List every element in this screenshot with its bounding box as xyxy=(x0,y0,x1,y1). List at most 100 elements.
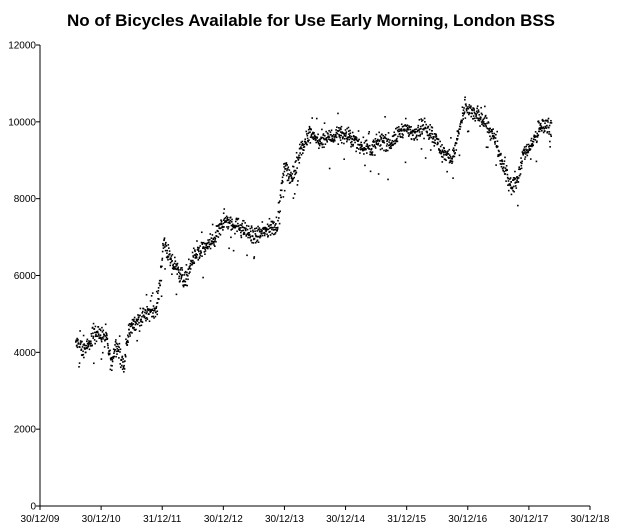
data-point xyxy=(442,151,445,154)
data-point xyxy=(421,124,424,127)
data-point xyxy=(169,264,172,267)
data-point xyxy=(370,151,373,154)
data-point xyxy=(485,117,488,119)
data-point xyxy=(350,141,352,144)
data-point xyxy=(115,355,117,358)
data-point xyxy=(251,227,253,229)
data-point xyxy=(112,357,115,359)
data-point xyxy=(391,141,393,144)
data-point xyxy=(424,126,427,129)
data-point xyxy=(203,247,205,249)
data-point xyxy=(406,126,409,129)
data-point xyxy=(323,122,326,124)
data-point xyxy=(309,136,312,138)
data-point xyxy=(353,139,356,141)
data-point xyxy=(405,129,407,132)
data-point xyxy=(526,143,528,146)
data-point xyxy=(453,150,455,153)
data-point xyxy=(463,111,466,113)
y-tick-label: 10000 xyxy=(8,117,36,128)
data-point xyxy=(518,168,520,171)
data-point xyxy=(522,149,525,152)
data-point xyxy=(115,345,118,348)
x-tick-label: 30/12/16 xyxy=(448,514,487,525)
data-point xyxy=(211,240,213,242)
data-point xyxy=(104,338,106,341)
data-point xyxy=(284,165,287,167)
data-point xyxy=(269,230,271,233)
data-point xyxy=(388,147,391,149)
data-point xyxy=(456,139,458,141)
data-point xyxy=(379,135,382,137)
data-point xyxy=(464,117,467,119)
data-point xyxy=(305,142,307,144)
data-point xyxy=(416,134,418,137)
data-point xyxy=(178,281,181,283)
data-point xyxy=(283,166,285,168)
data-point xyxy=(106,334,108,337)
data-point xyxy=(440,152,443,155)
data-point xyxy=(115,342,118,345)
data-point xyxy=(281,179,284,182)
data-point xyxy=(518,174,521,177)
data-point xyxy=(219,223,222,226)
data-point xyxy=(129,325,132,328)
data-point xyxy=(140,324,143,327)
data-point xyxy=(499,154,502,156)
data-point xyxy=(470,115,473,118)
data-point xyxy=(94,335,97,338)
data-point xyxy=(165,245,168,247)
data-point xyxy=(183,274,186,276)
data-point xyxy=(432,137,435,140)
data-point xyxy=(150,295,153,297)
data-point xyxy=(181,269,184,271)
data-point xyxy=(192,255,194,257)
data-point xyxy=(378,139,381,142)
data-point xyxy=(502,166,505,169)
data-point xyxy=(288,177,290,179)
data-point xyxy=(294,161,297,163)
data-point xyxy=(497,149,500,152)
data-point xyxy=(394,139,396,142)
data-point xyxy=(275,223,277,225)
data-point xyxy=(147,308,149,310)
data-point xyxy=(272,233,275,236)
data-point xyxy=(429,149,432,151)
data-point xyxy=(347,130,350,132)
data-point xyxy=(358,138,360,141)
data-point xyxy=(408,125,410,127)
data-point xyxy=(92,337,95,339)
data-point xyxy=(461,106,464,109)
data-point xyxy=(304,140,307,143)
data-point xyxy=(343,134,346,137)
data-point xyxy=(532,144,535,147)
data-point xyxy=(385,145,388,147)
data-point xyxy=(120,359,123,362)
data-point xyxy=(531,140,534,143)
data-point xyxy=(165,241,167,244)
data-point xyxy=(88,343,90,345)
data-point xyxy=(254,227,256,230)
data-point xyxy=(110,356,113,359)
data-point xyxy=(152,315,155,318)
data-point xyxy=(445,159,447,162)
data-point xyxy=(399,135,401,138)
data-point xyxy=(274,231,277,234)
data-point xyxy=(384,134,387,136)
data-point xyxy=(496,130,498,133)
data-point xyxy=(289,181,292,184)
data-point xyxy=(246,254,248,257)
data-point xyxy=(416,130,419,133)
data-point xyxy=(380,136,383,139)
data-point xyxy=(519,168,522,170)
data-point xyxy=(252,238,255,241)
data-point xyxy=(241,229,243,232)
data-point xyxy=(420,127,422,130)
data-point xyxy=(245,235,248,237)
data-point xyxy=(196,253,199,256)
data-point xyxy=(308,125,311,128)
data-point xyxy=(426,127,429,129)
data-point xyxy=(255,234,257,237)
data-point xyxy=(498,150,500,153)
